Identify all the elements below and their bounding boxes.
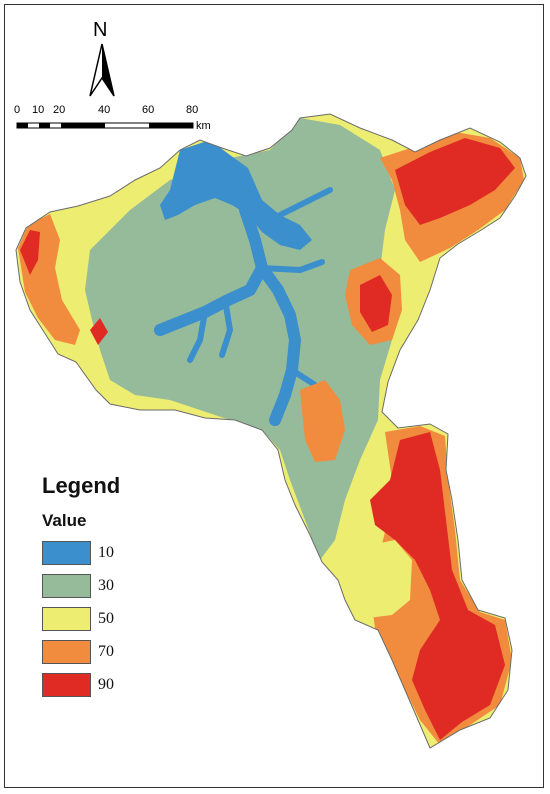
legend-subtitle: Value — [42, 511, 87, 530]
scale-tick-10: 10 — [32, 104, 45, 116]
zone-90-south — [370, 432, 505, 740]
scale-bar — [16, 122, 194, 129]
north-arrow-icon — [89, 43, 115, 97]
legend-swatch — [42, 541, 91, 565]
legend-label: 50 — [98, 610, 114, 627]
legend-swatch — [42, 673, 91, 697]
legend-title: Legend — [42, 473, 121, 498]
scale-tick-60: 60 — [142, 104, 155, 116]
zone-90-northeast — [395, 138, 515, 225]
elevation-layers — [18, 118, 524, 745]
zone-90-west — [20, 230, 40, 275]
zone-50-south-strip — [345, 540, 412, 618]
scale-tick-0: 0 — [14, 104, 21, 116]
legend-item-30: 30 — [42, 574, 202, 600]
zone-90-spot — [90, 318, 108, 345]
legend-label: 30 — [98, 577, 114, 594]
legend-label: 10 — [98, 544, 114, 561]
scale-tick-40: 40 — [98, 104, 111, 116]
zone-10-river-main — [154, 204, 301, 426]
zone-90-center — [360, 275, 392, 332]
zone-10-river-branch — [187, 187, 333, 388]
zone-10-reservoir — [160, 140, 312, 250]
legend-label: 90 — [98, 676, 114, 693]
legend-swatch — [42, 607, 91, 631]
legend-swatch — [42, 574, 91, 598]
legend-swatch — [42, 640, 91, 664]
scale-tick-80: 80 — [186, 104, 199, 116]
legend-item-90: 90 — [42, 673, 202, 699]
legend-label: 70 — [98, 643, 114, 660]
north-label: N — [93, 19, 108, 41]
zone-70-middle — [300, 380, 345, 462]
legend-item-50: 50 — [42, 607, 202, 633]
scale-unit: km — [196, 120, 211, 132]
scale-tick-20: 20 — [53, 104, 66, 116]
legend-item-70: 70 — [42, 640, 202, 666]
legend-item-10: 10 — [42, 541, 202, 567]
